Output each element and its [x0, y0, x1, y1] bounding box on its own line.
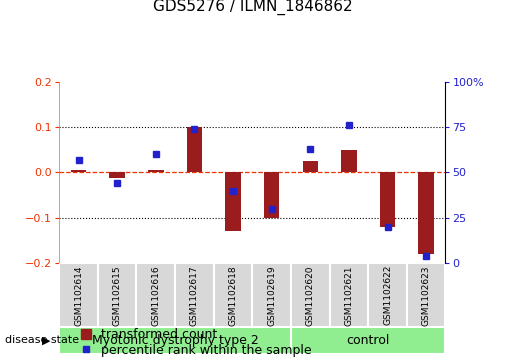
Text: GSM1102623: GSM1102623	[422, 265, 431, 326]
Bar	[71, 170, 87, 172]
Bar	[330, 263, 368, 327]
Text: GSM1102618: GSM1102618	[229, 265, 237, 326]
Bar	[291, 263, 330, 327]
Text: ▶: ▶	[42, 335, 50, 345]
Bar	[148, 170, 164, 172]
Text: GSM1102615: GSM1102615	[113, 265, 122, 326]
Bar	[59, 263, 98, 327]
Bar	[252, 263, 291, 327]
Bar	[98, 263, 136, 327]
Text: GDS5276 / ILMN_1846862: GDS5276 / ILMN_1846862	[152, 0, 352, 15]
Text: GSM1102620: GSM1102620	[306, 265, 315, 326]
Text: GSM1102619: GSM1102619	[267, 265, 276, 326]
Text: GSM1102617: GSM1102617	[190, 265, 199, 326]
Bar	[418, 172, 434, 254]
Bar	[341, 150, 356, 172]
Bar	[303, 161, 318, 172]
Bar	[109, 172, 125, 178]
Text: GSM1102621: GSM1102621	[345, 265, 353, 326]
Bar	[380, 172, 396, 227]
Text: GSM1102622: GSM1102622	[383, 265, 392, 326]
Text: GSM1102616: GSM1102616	[151, 265, 160, 326]
Text: control: control	[347, 334, 390, 347]
Text: GSM1102614: GSM1102614	[74, 265, 83, 326]
Bar	[368, 263, 407, 327]
Bar	[186, 127, 202, 172]
Bar	[407, 263, 445, 327]
Bar	[59, 327, 291, 354]
Bar	[175, 263, 214, 327]
Text: Myotonic dystrophy type 2: Myotonic dystrophy type 2	[92, 334, 259, 347]
Text: disease state: disease state	[5, 335, 79, 345]
Bar	[136, 263, 175, 327]
Bar	[214, 263, 252, 327]
Bar	[226, 172, 241, 232]
Bar	[291, 327, 445, 354]
Legend: transformed count, percentile rank within the sample: transformed count, percentile rank withi…	[81, 328, 312, 357]
Bar	[264, 172, 279, 218]
